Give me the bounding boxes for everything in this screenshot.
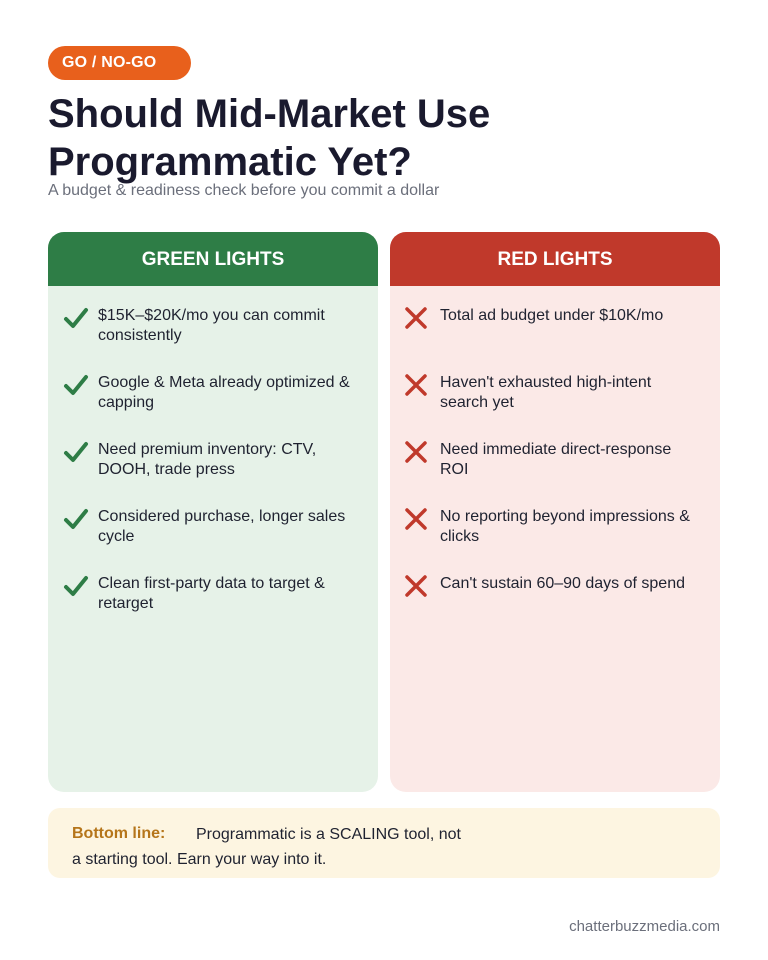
red-light-item: No reporting beyond impressions & clicks (390, 505, 720, 572)
green-light-item: Considered purchase, longer sales cycle (48, 505, 378, 572)
red-lights-panel: RED LIGHTS Total ad budget under $10K/mo… (390, 232, 720, 792)
red-light-text: Haven't exhausted high-intent search yet (440, 374, 652, 411)
bottom-line-text: Programmatic is a SCALING tool, not a st… (72, 826, 461, 868)
green-light-text: $15K–$20K/mo you can commit consistently (98, 307, 325, 344)
x-icon (405, 441, 427, 463)
green-light-text: Need premium inventory: CTV, DOOH, trade… (98, 441, 317, 478)
page-title: Should Mid-Market Use Programmatic Yet? (48, 92, 491, 184)
bottom-line-label: Bottom line: (72, 825, 166, 842)
x-icon (405, 575, 427, 597)
green-lights-header: GREEN LIGHTS (48, 232, 378, 286)
red-light-text: Need immediate direct-response ROI (440, 441, 672, 478)
red-light-text: No reporting beyond impressions & clicks (440, 508, 690, 545)
check-icon (64, 375, 88, 395)
red-lights-header: RED LIGHTS (390, 232, 720, 286)
green-lights-panel: GREEN LIGHTS $15K–$20K/mo you can commit… (48, 232, 378, 792)
red-lights-list: Total ad budget under $10K/mo Haven't ex… (390, 286, 720, 639)
red-light-text: Total ad budget under $10K/mo (440, 307, 664, 324)
green-light-item: Need premium inventory: CTV, DOOH, trade… (48, 438, 378, 505)
page-subtitle: A budget & readiness check before you co… (48, 182, 440, 199)
green-light-item: Clean first-party data to target & retar… (48, 572, 378, 639)
red-light-item: Total ad budget under $10K/mo (390, 304, 720, 371)
x-icon (405, 307, 427, 329)
red-light-item: Haven't exhausted high-intent search yet (390, 371, 720, 438)
red-light-text: Can't sustain 60–90 days of spend (440, 575, 685, 592)
x-icon (405, 508, 427, 530)
red-light-item: Can't sustain 60–90 days of spend (390, 572, 720, 639)
check-icon (64, 509, 88, 529)
category-badge: GO / NO-GO (48, 46, 191, 80)
x-icon (405, 374, 427, 396)
check-icon (64, 442, 88, 462)
green-light-text: Clean first-party data to target & retar… (98, 575, 325, 612)
red-light-item: Need immediate direct-response ROI (390, 438, 720, 505)
green-light-text: Considered purchase, longer sales cycle (98, 508, 346, 545)
green-lights-list: $15K–$20K/mo you can commit consistently… (48, 286, 378, 639)
footer-source: chatterbuzzmedia.com (569, 918, 720, 935)
bottom-line-box: Bottom line: Programmatic is a SCALING t… (48, 808, 720, 878)
check-icon (64, 576, 88, 596)
green-light-item: Google & Meta already optimized & cappin… (48, 371, 378, 438)
green-light-item: $15K–$20K/mo you can commit consistently (48, 304, 378, 371)
green-light-text: Google & Meta already optimized & cappin… (98, 374, 350, 411)
check-icon (64, 308, 88, 328)
